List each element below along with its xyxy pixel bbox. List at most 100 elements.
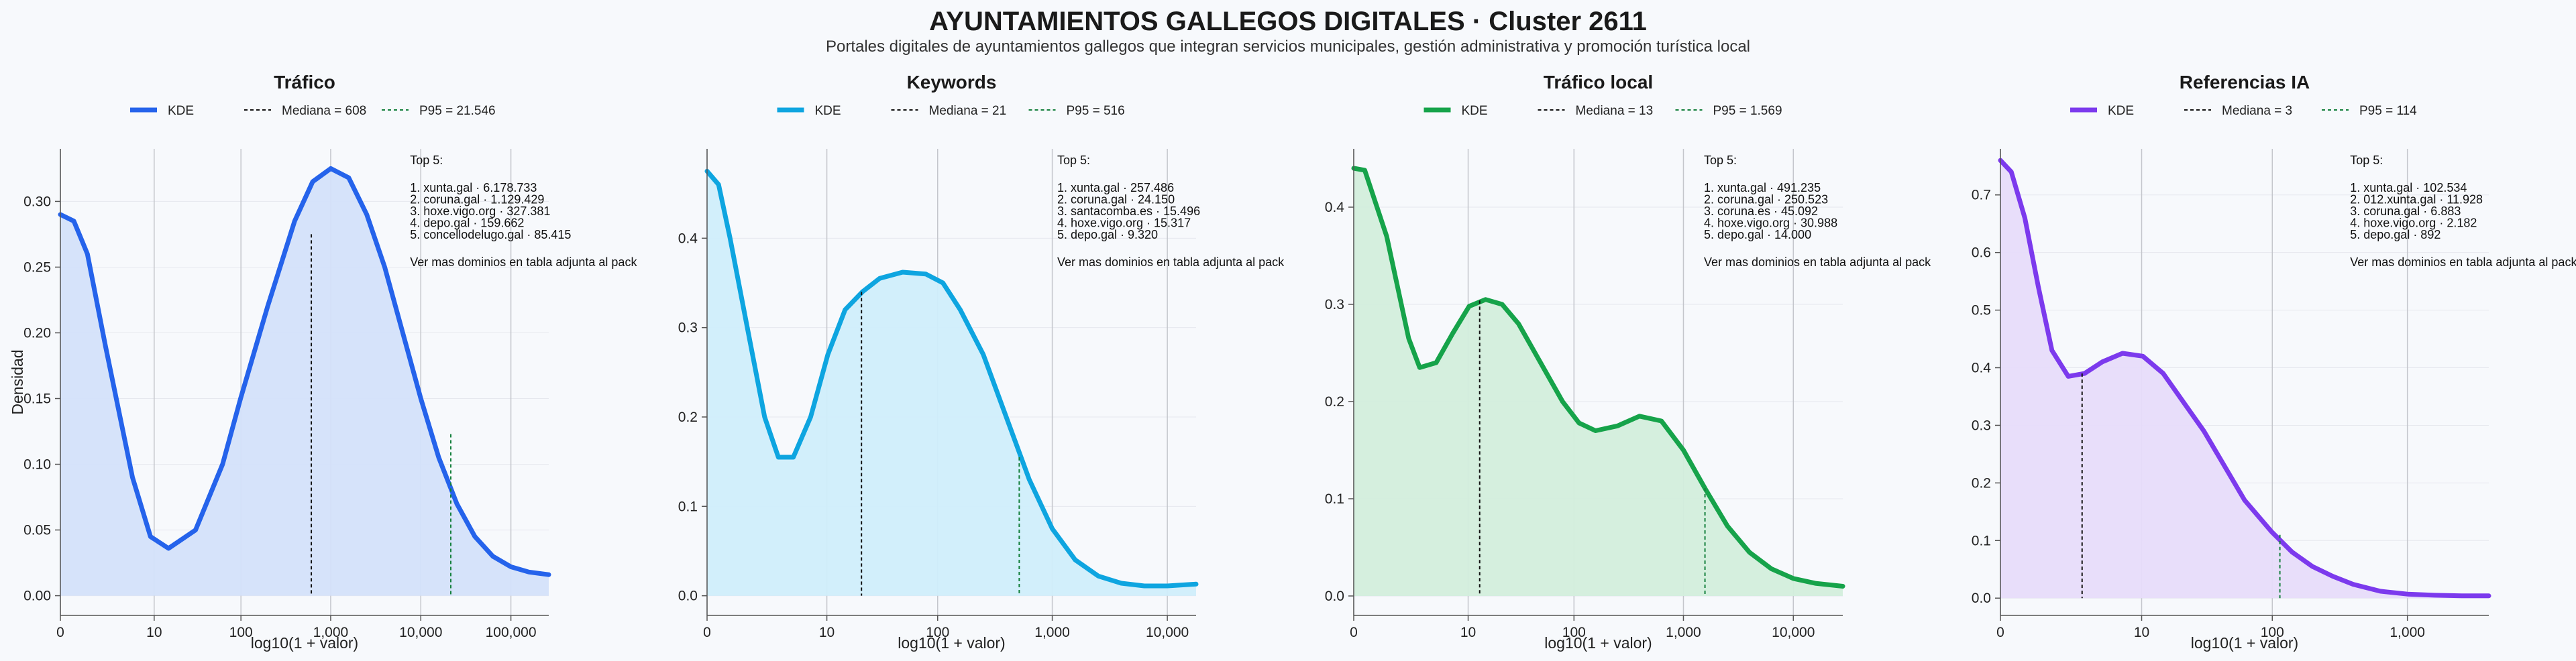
y-tick-label: 0.4 bbox=[1325, 200, 1345, 215]
kde-area bbox=[707, 171, 1196, 596]
x-tick-label: 0 bbox=[1996, 625, 2004, 640]
annotation-line: 3. coruna.gal · 6.883 bbox=[2350, 204, 2461, 218]
annotation-heading: Top 5: bbox=[1704, 154, 1737, 167]
legend-median-label: Mediana = 13 bbox=[1576, 104, 1654, 118]
y-tick-label: 0.3 bbox=[1325, 297, 1344, 312]
kde-area bbox=[1354, 168, 1843, 596]
x-tick-label: 10 bbox=[2134, 625, 2149, 640]
y-tick-label: 0.6 bbox=[1972, 245, 1991, 261]
x-tick-label: 10,000 bbox=[1772, 625, 1815, 640]
y-axis-label: Densidad bbox=[9, 349, 26, 414]
annotation-line: 1. xunta.gal · 257.486 bbox=[1057, 181, 1174, 194]
annotation-line: 1. xunta.gal · 491.235 bbox=[1704, 181, 1821, 194]
chart-panel-3: Tráfico local KDE Mediana = 13 P95 = 1.569 0… bbox=[1325, 72, 1931, 652]
y-tick-label: 0.3 bbox=[1972, 418, 1991, 433]
legend-p95-label: P95 = 516 bbox=[1067, 104, 1125, 118]
y-tick-label: 0.1 bbox=[1972, 533, 1991, 548]
annotation-line: 3. santacomba.es · 15.496 bbox=[1057, 204, 1200, 218]
legend: KDE Mediana = 608 P95 = 21.546 bbox=[130, 104, 496, 118]
chart-title: Referencias IA bbox=[2180, 72, 2310, 93]
annotation-line: 5. depo.gal · 14.000 bbox=[1704, 228, 1811, 241]
annotation-line: 4. hoxe.vigo.org · 30.988 bbox=[1704, 217, 1837, 230]
legend-kde-label: KDE bbox=[1462, 104, 1488, 118]
annotation-heading: Top 5: bbox=[410, 154, 443, 167]
x-axis-label: log10(1 + valor) bbox=[898, 634, 1005, 652]
legend: KDE Mediana = 21 P95 = 516 bbox=[777, 104, 1125, 118]
y-tick-label: 0.5 bbox=[1972, 303, 1991, 318]
legend: KDE Mediana = 3 P95 = 114 bbox=[2070, 104, 2417, 118]
y-tick-label: 0.2 bbox=[1325, 394, 1344, 410]
chart-title: Tráfico bbox=[274, 72, 335, 93]
annotation-line: 1. xunta.gal · 6.178.733 bbox=[410, 181, 537, 194]
y-tick-label: 0.30 bbox=[23, 194, 51, 209]
annotation-line: 4. hoxe.vigo.org · 15.317 bbox=[1057, 217, 1191, 230]
legend-kde-label: KDE bbox=[2108, 104, 2134, 118]
y-tick-label: 0.00 bbox=[23, 589, 51, 604]
x-tick-label: 1,000 bbox=[313, 625, 349, 640]
kde-line bbox=[58, 166, 551, 577]
kde-line bbox=[1998, 158, 2491, 599]
y-tick-label: 0.2 bbox=[678, 410, 698, 425]
x-tick-label: 0 bbox=[1350, 625, 1358, 640]
legend-median-label: Mediana = 21 bbox=[929, 104, 1007, 118]
annotation-line: 5. concellodelugo.gal · 85.415 bbox=[410, 228, 571, 241]
annotation-line: 1. xunta.gal · 102.534 bbox=[2350, 181, 2467, 194]
kde-area bbox=[60, 168, 549, 596]
annotation-line: 4. depo.gal · 159.662 bbox=[410, 217, 524, 230]
annotation-heading: Top 5: bbox=[1057, 154, 1090, 167]
x-tick-label: 100,000 bbox=[486, 625, 537, 640]
legend-p95-label: P95 = 1.569 bbox=[1713, 104, 1782, 118]
annotation-line: 5. depo.gal · 892 bbox=[2350, 228, 2440, 241]
chart-title: Tráfico local bbox=[1544, 72, 1653, 93]
y-tick-label: 0.2 bbox=[1972, 475, 1991, 491]
legend-p95-label: P95 = 114 bbox=[2359, 104, 2417, 118]
y-tick-label: 0.25 bbox=[23, 259, 51, 275]
page-title: AYUNTAMIENTOS GALLEGOS DIGITALES · Clust… bbox=[929, 7, 1647, 36]
y-tick-label: 0.20 bbox=[23, 325, 51, 341]
x-tick-label: 1,000 bbox=[2390, 625, 2425, 640]
y-tick-label: 0.4 bbox=[678, 231, 698, 246]
annotation-line: 2. 012.xunta.gal · 11.928 bbox=[2350, 193, 2483, 206]
x-axis-label: log10(1 + valor) bbox=[2191, 634, 2298, 652]
annotation-line: 3. coruna.es · 45.092 bbox=[1704, 204, 1818, 218]
legend-kde-label: KDE bbox=[815, 104, 841, 118]
x-tick-label: 100 bbox=[229, 625, 253, 640]
x-tick-label: 10 bbox=[146, 625, 162, 640]
kde-line bbox=[704, 168, 1199, 589]
x-tick-label: 1,000 bbox=[1034, 625, 1070, 640]
x-tick-label: 100 bbox=[1562, 625, 1586, 640]
y-tick-label: 0.05 bbox=[23, 523, 51, 538]
y-tick-label: 0.7 bbox=[1972, 188, 1991, 203]
annotation-line: 3. hoxe.vigo.org · 327.381 bbox=[410, 204, 550, 218]
annotation-line: 5. depo.gal · 9.320 bbox=[1057, 228, 1158, 241]
x-tick-label: 100 bbox=[926, 625, 949, 640]
chart-panel-4: Referencias IA KDE Mediana = 3 P95 = 114 0.0… bbox=[1972, 72, 2576, 652]
x-axis-label: log10(1 + valor) bbox=[251, 634, 358, 652]
y-tick-label: 0.3 bbox=[678, 320, 698, 336]
legend: KDE Mediana = 13 P95 = 1.569 bbox=[1424, 104, 1782, 118]
annotation-line: 2. coruna.gal · 1.129.429 bbox=[410, 193, 544, 206]
y-tick-label: 0.10 bbox=[23, 457, 51, 473]
annotation-line: 2. coruna.gal · 24.150 bbox=[1057, 193, 1175, 206]
y-tick-label: 0.0 bbox=[1325, 589, 1344, 604]
legend-p95-label: P95 = 21.546 bbox=[419, 104, 496, 118]
x-tick-label: 0 bbox=[56, 625, 64, 640]
y-tick-label: 0.0 bbox=[678, 589, 698, 604]
annotation-footer: Ver mas dominios en tabla adjunta al pac… bbox=[2350, 255, 2576, 269]
annotation-line: 2. coruna.gal · 250.523 bbox=[1704, 193, 1828, 206]
x-tick-label: 10 bbox=[819, 625, 835, 640]
legend-median-label: Mediana = 608 bbox=[282, 104, 366, 118]
y-tick-label: 0.1 bbox=[1325, 491, 1344, 507]
chart-panel-1: Tráfico KDE Mediana = 608 P95 = 21.546 0.00 0… bbox=[9, 72, 637, 652]
y-tick-label: 0.0 bbox=[1972, 591, 1991, 606]
annotation-heading: Top 5: bbox=[2350, 154, 2383, 167]
y-tick-label: 0.1 bbox=[678, 499, 698, 514]
x-tick-label: 10 bbox=[1460, 625, 1476, 640]
kde-area bbox=[2000, 160, 2489, 599]
chart-panel-2: Keywords KDE Mediana = 21 P95 = 516 0.0 0.1 0.… bbox=[678, 72, 1285, 652]
x-tick-label: 10,000 bbox=[399, 625, 442, 640]
annotation-footer: Ver mas dominios en tabla adjunta al pac… bbox=[410, 255, 637, 269]
y-tick-label: 0.4 bbox=[1972, 361, 1992, 376]
